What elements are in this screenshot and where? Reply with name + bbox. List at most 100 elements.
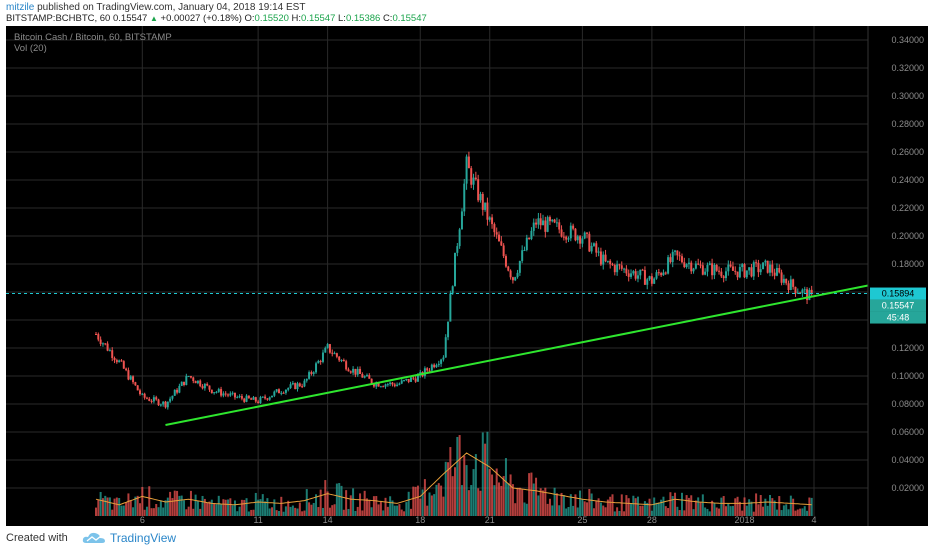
symbol-label: BITSTAMP:BCHBTC, 60: [6, 13, 111, 24]
volume-bar: [523, 502, 526, 516]
volume-bar: [201, 495, 204, 516]
price-axis[interactable]: 0.34000 0.32000 0.30000 0.28000 0.26000 0.240…: [867, 26, 924, 526]
x-tick-label: 18: [415, 515, 425, 525]
trendline[interactable]: [165, 284, 869, 426]
volume-bar: [491, 474, 494, 516]
volume-bar: [134, 496, 137, 516]
candle-body: [213, 392, 216, 394]
candle-body: [778, 267, 781, 273]
volume-bar: [484, 443, 487, 516]
candle-body: [627, 273, 630, 277]
volume-bar: [412, 486, 415, 516]
volume-bar: [782, 505, 785, 516]
volume-bar: [361, 510, 364, 516]
candle-body: [345, 361, 348, 370]
candle-body: [152, 397, 155, 402]
candle-body: [444, 337, 447, 358]
volume-bar: [618, 510, 621, 516]
volume-bar: [613, 511, 616, 516]
volume-bar: [308, 502, 311, 516]
volume-bar: [592, 508, 595, 516]
candle-body: [169, 398, 172, 402]
volume-bar: [421, 489, 424, 516]
y-tick-label: 0.34000: [891, 35, 924, 45]
volume-bar: [720, 497, 723, 516]
volume-bar: [287, 500, 290, 516]
volume-bar: [271, 507, 274, 516]
candle-body: [618, 264, 621, 266]
candle-body: [488, 217, 491, 220]
volume-bar: [139, 503, 142, 516]
volume-bar: [708, 511, 711, 516]
candle-body: [264, 396, 267, 399]
volume-bar: [685, 495, 688, 516]
volume-bar: [185, 509, 188, 516]
candle-body: [539, 218, 542, 226]
volume-bar: [206, 502, 209, 516]
time-axis[interactable]: 6 11 14 18 21 25 28 2018 4: [140, 515, 817, 525]
candle-body: [125, 368, 128, 371]
candle-body: [136, 385, 139, 391]
volume-bar: [481, 432, 484, 516]
price-chart[interactable]: 0.34000 0.32000 0.30000 0.28000 0.26000 0.240…: [6, 26, 928, 526]
volume-bar: [648, 498, 651, 516]
volume-bar: [180, 495, 183, 516]
volume-bar: [528, 473, 531, 516]
volume-bar: [588, 489, 591, 516]
candle-body: [782, 278, 785, 283]
candle-body: [403, 380, 406, 382]
candle-body: [115, 360, 118, 363]
candle-body: [586, 232, 589, 234]
volume-bar: [261, 494, 264, 516]
volume-bar: [504, 458, 507, 516]
candle-body: [518, 261, 521, 273]
candle-body: [303, 380, 306, 387]
author-link[interactable]: mitzile: [6, 2, 35, 13]
candle-body: [713, 264, 716, 276]
candle-body: [620, 265, 623, 269]
candle-body: [667, 257, 670, 274]
candle-body: [467, 156, 470, 169]
volume-bar: [437, 483, 440, 516]
candle-body: [442, 357, 445, 360]
candle-body: [736, 271, 739, 278]
volume-bar: [428, 492, 431, 516]
y-tick-label: 0.10000: [891, 371, 924, 381]
x-tick-label: 4: [811, 515, 816, 525]
volume-legend: Vol (20): [14, 43, 47, 54]
candle-body: [694, 263, 697, 269]
candle-body: [328, 344, 331, 353]
candle-body: [583, 232, 586, 239]
last-price-label-bg: [870, 299, 926, 312]
volume-bar: [194, 494, 197, 516]
volume-bar: [171, 498, 174, 516]
candle-body: [409, 377, 412, 382]
candle-body: [757, 262, 760, 273]
volume-bar: [227, 499, 230, 516]
volume-bar: [634, 498, 637, 516]
volume-bar: [372, 496, 375, 516]
volume-bar: [222, 499, 225, 516]
candle-body: [254, 397, 257, 402]
candle-body: [477, 179, 480, 201]
volume-bar: [296, 508, 299, 516]
candle-body: [715, 264, 718, 271]
candle-body: [678, 255, 681, 257]
volume-bar: [715, 507, 718, 516]
volume-bar: [711, 500, 714, 516]
volume-bar: [324, 480, 327, 516]
volume-bar: [189, 490, 192, 516]
volume-bar: [393, 505, 396, 516]
volume-bar: [155, 503, 158, 516]
volume-bar: [625, 495, 628, 516]
volume-bar: [509, 474, 512, 516]
candle-body: [324, 347, 327, 353]
candle-body: [699, 264, 702, 266]
candle-body: [470, 168, 473, 185]
tradingview-brand[interactable]: TradingView: [110, 531, 177, 545]
volume-bar: [574, 494, 577, 516]
volume-bar: [581, 499, 584, 516]
candle-body: [669, 257, 672, 263]
chart-area[interactable]: 0.34000 0.32000 0.30000 0.28000 0.26000 0.240…: [6, 26, 928, 526]
hline-price-label: 0.15894: [882, 289, 915, 299]
